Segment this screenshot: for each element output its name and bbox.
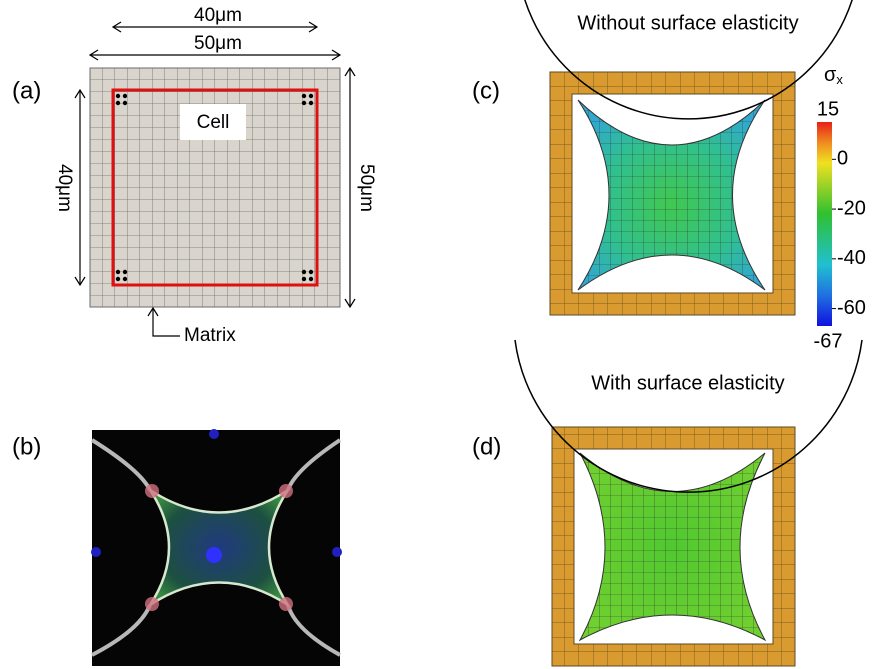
- cell-mesh: [578, 100, 765, 290]
- dimension-label: 50μm: [356, 164, 377, 212]
- colorbar-tick-label: 0: [837, 148, 848, 170]
- dimension-label: 50μm: [194, 33, 242, 54]
- panel-title: With surface elasticity: [591, 372, 784, 394]
- panel-label: (d): [472, 433, 501, 460]
- dimension-label: 40μm: [54, 164, 75, 212]
- panel-c: Without surface elasticity: [517, 0, 860, 315]
- panel-label: (b): [12, 433, 41, 460]
- panel-label: (c): [472, 77, 500, 104]
- panel-title: Without surface elasticity: [577, 12, 798, 34]
- subscript: x: [836, 72, 843, 87]
- colorbar: σx 15 -67 0 -20 -40 -60: [814, 64, 866, 352]
- matrix-label: Matrix: [184, 325, 236, 346]
- panel-d: With surface elasticity: [515, 340, 862, 666]
- colorbar-max-label: 15: [817, 98, 839, 120]
- panel-label: (a): [12, 77, 41, 104]
- colorbar-tick-label: -20: [837, 197, 866, 219]
- panel-b: [91, 429, 342, 666]
- colorbar-tick-label: -40: [837, 247, 866, 269]
- symbol: σ: [824, 64, 837, 86]
- cell-label: Cell: [197, 112, 230, 133]
- colorbar-symbol: σx: [824, 64, 843, 87]
- colorbar-gradient: [817, 122, 832, 326]
- dimension-label: 40μm: [194, 5, 242, 26]
- colorbar-min-label: -67: [814, 330, 843, 352]
- colorbar-tick-label: -60: [837, 297, 866, 319]
- panel-a: Cell 40μm 50μm 40μm 50μm Matrix: [54, 5, 377, 346]
- figure: (a) (b) (c) (d) Cell 40μm 50μm 40μm 50μm…: [0, 0, 879, 669]
- page: (a) (b) (c) (d) Cell 40μm 50μm 40μm 50μm…: [0, 0, 879, 669]
- cell-mesh: [580, 453, 765, 640]
